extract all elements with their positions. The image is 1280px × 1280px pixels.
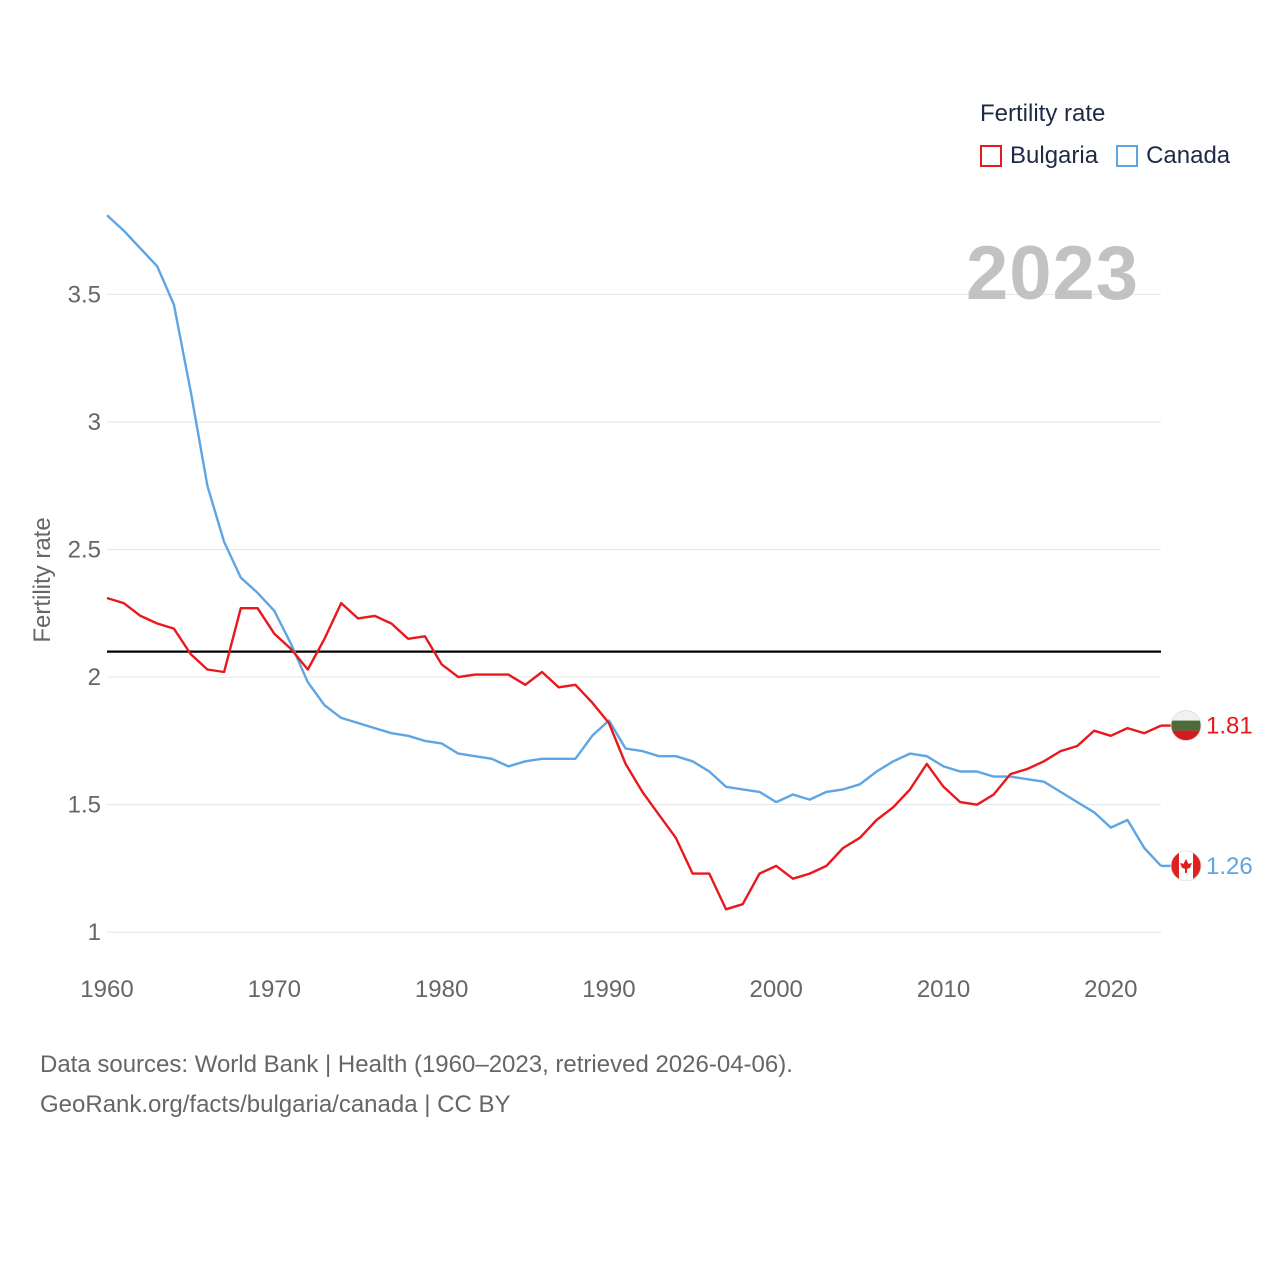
legend-swatch-bulgaria xyxy=(980,145,1002,167)
data-source-note: Data sources: World Bank | Health (1960–… xyxy=(40,1045,793,1125)
x-tick-label: 1970 xyxy=(248,976,301,1003)
legend-label-bulgaria: Bulgaria xyxy=(1010,142,1099,169)
legend-label-canada: Canada xyxy=(1146,142,1231,169)
series-end-markers: 1.81 1.26 xyxy=(1161,710,1253,882)
canada-flag-icon xyxy=(1170,850,1202,882)
x-tick-label: 2020 xyxy=(1084,976,1137,1003)
legend: Bulgaria Canada xyxy=(980,142,1248,170)
series-lines xyxy=(106,214,1162,911)
x-tick-label: 1990 xyxy=(582,976,635,1003)
current-year-label: 2023 xyxy=(966,231,1140,316)
source-line-2[interactable]: GeoRank.org/facts/bulgaria/canada | CC B… xyxy=(40,1091,511,1118)
source-line-1: Data sources: World Bank | Health (1960–… xyxy=(40,1051,793,1078)
x-tick-label: 1980 xyxy=(415,976,468,1003)
y-tick-label: 2 xyxy=(88,664,101,691)
bulgaria-flag-icon xyxy=(1170,710,1202,741)
end-value-label-canada: 1.26 xyxy=(1206,853,1253,880)
y-tick-label: 1 xyxy=(88,919,101,946)
y-tick-label: 3.5 xyxy=(68,281,101,308)
x-tick-label: 2000 xyxy=(750,976,803,1003)
series-line-canada xyxy=(106,214,1162,867)
legend-item-canada[interactable]: Canada xyxy=(1116,142,1230,170)
end-value-label-bulgaria: 1.81 xyxy=(1206,713,1253,740)
legend-swatch-canada xyxy=(1116,145,1139,167)
gridlines xyxy=(107,293,1161,933)
y-tick-label: 1.5 xyxy=(68,792,101,819)
y-tick-label: 2.5 xyxy=(68,537,101,564)
y-axis-label: Fertility rate xyxy=(29,517,56,642)
x-tick-label: 1960 xyxy=(80,976,133,1003)
x-tick-labels: 1960 1970 1980 1990 2000 2010 2020 xyxy=(80,976,1137,1003)
legend-title: Fertility rate xyxy=(980,100,1106,127)
series-line-bulgaria xyxy=(106,596,1162,911)
x-tick-label: 2010 xyxy=(917,976,970,1003)
y-tick-label: 3 xyxy=(88,409,101,436)
y-tick-labels: 1 1.5 2 2.5 3 3.5 xyxy=(68,281,101,946)
legend-item-bulgaria[interactable]: Bulgaria xyxy=(980,142,1098,170)
